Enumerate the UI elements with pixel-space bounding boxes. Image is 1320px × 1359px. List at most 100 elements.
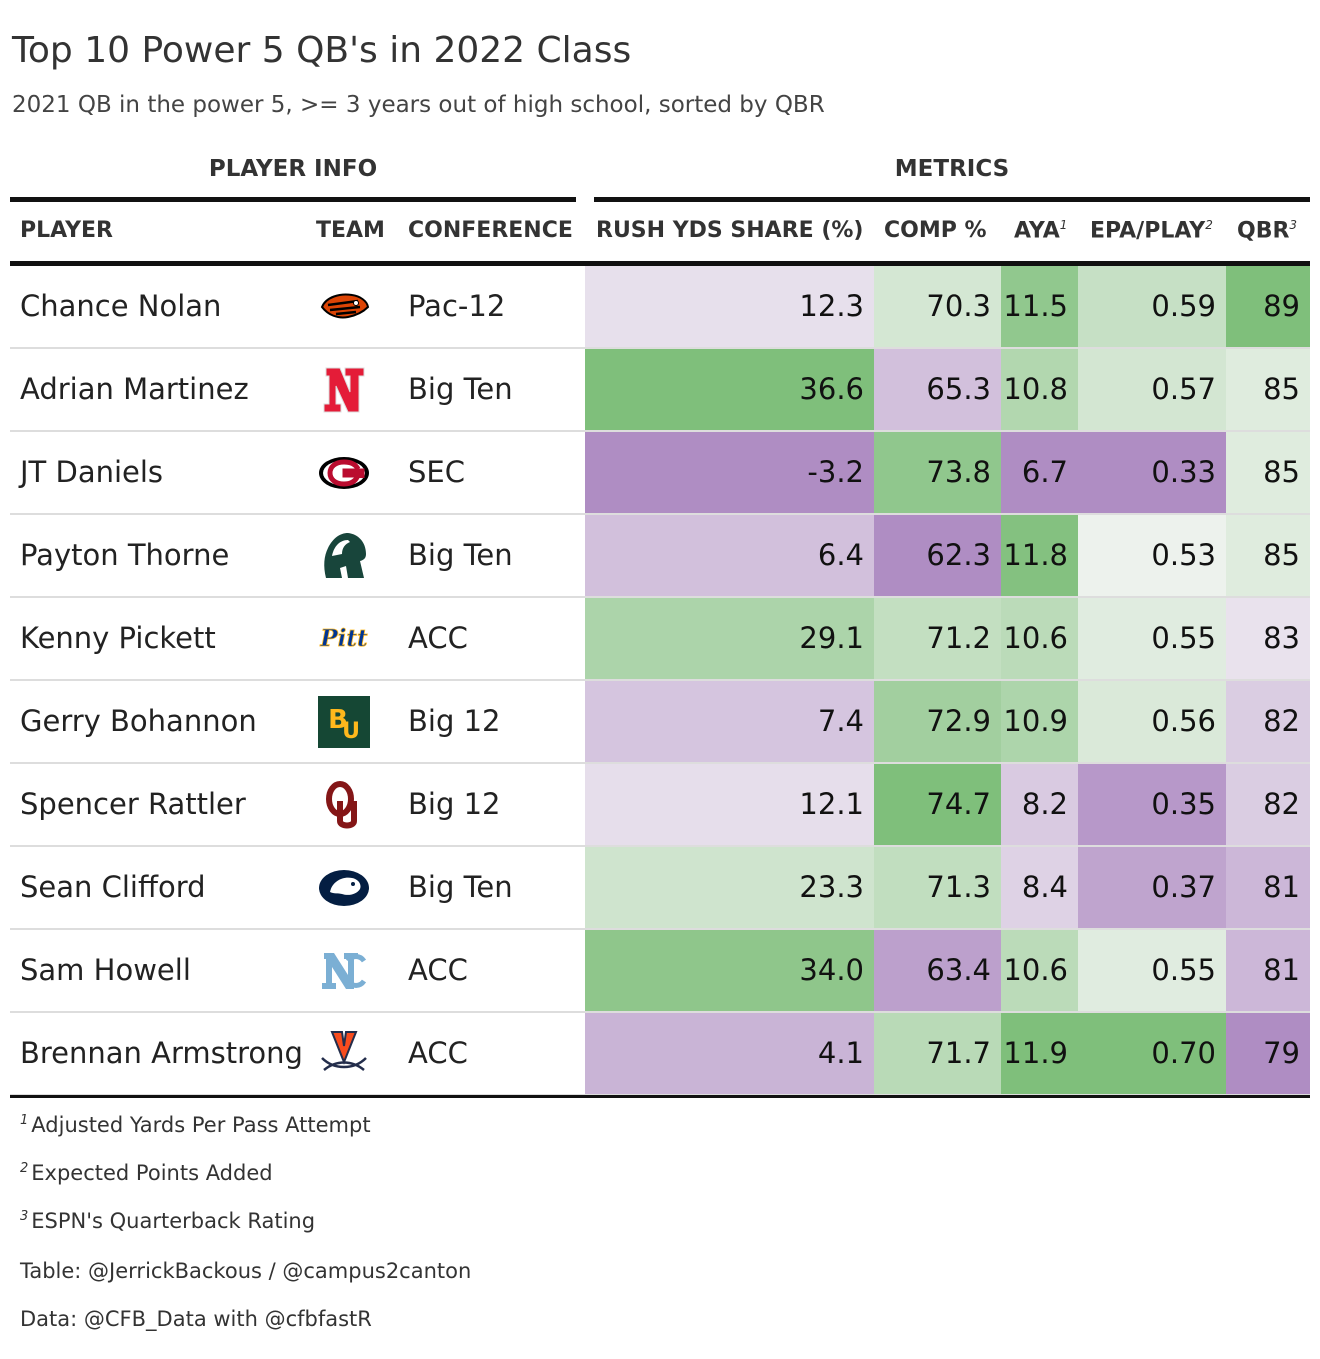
metric-aya-cell: 10.6 bbox=[1001, 930, 1078, 1011]
player-name: Payton Thorne bbox=[20, 538, 230, 572]
player-name: JT Daniels bbox=[20, 455, 164, 489]
metric-epa-cell: 0.53 bbox=[1078, 515, 1226, 596]
metric-comp-cell: 74.7 bbox=[874, 764, 1001, 845]
metric-comp-cell: 70.3 bbox=[874, 266, 1001, 347]
table-row: Kenny Pickett Pitt ACC 29.1 71.2 10.6 0.55 83 bbox=[10, 598, 1310, 681]
michigan-state-spartan-logo bbox=[318, 530, 370, 582]
metric-rush-cell: 6.4 bbox=[585, 515, 874, 596]
col-header-qbr: QBR3 bbox=[1237, 218, 1297, 243]
metric-aya-cell: 10.9 bbox=[1001, 681, 1078, 762]
epa-label: EPA/PLAY bbox=[1090, 218, 1206, 244]
aya-footnote-mark: 1 bbox=[1059, 218, 1068, 232]
conference-name: ACC bbox=[408, 953, 468, 987]
player-name: Chance Nolan bbox=[20, 289, 222, 323]
table-row: Spencer Rattler Big 12 12.1 74.7 8.2 0.35 82 bbox=[10, 764, 1310, 847]
oregon-state-beaver-logo bbox=[318, 281, 370, 333]
metric-comp-cell: 71.3 bbox=[874, 847, 1001, 928]
qbr-footnote-mark: 3 bbox=[1289, 218, 1298, 232]
metric-rush-cell: -3.2 bbox=[585, 432, 874, 513]
player-name: Sam Howell bbox=[20, 953, 191, 987]
footnote-1: 1 Adjusted Yards Per Pass Attempt bbox=[20, 1113, 371, 1137]
player-name: Spencer Rattler bbox=[20, 787, 246, 821]
player-name: Adrian Martinez bbox=[20, 372, 249, 406]
metric-rush-cell: 12.3 bbox=[585, 266, 874, 347]
footnote-3-mark: 3 bbox=[20, 1209, 29, 1224]
georgia-g-logo bbox=[318, 447, 370, 499]
metric-comp-cell: 71.7 bbox=[874, 1013, 1001, 1094]
metric-qbr-cell: 82 bbox=[1226, 681, 1310, 762]
metric-comp-cell: 71.2 bbox=[874, 598, 1001, 679]
table-title: Top 10 Power 5 QB's in 2022 Class bbox=[12, 30, 632, 71]
metric-comp-cell: 73.8 bbox=[874, 432, 1001, 513]
table-row: Gerry Bohannon B U Big 12 7.4 72.9 10.9 0.56 82 bbox=[10, 681, 1310, 764]
virginia-v-sabres-logo bbox=[318, 1028, 370, 1080]
credit-table: Table: @JerrickBackous / @campus2canton bbox=[20, 1259, 472, 1283]
footnote-2-text: Expected Points Added bbox=[31, 1161, 273, 1185]
metric-aya-cell: 10.8 bbox=[1001, 349, 1078, 430]
aya-label: AYA bbox=[1014, 218, 1060, 244]
conference-name: ACC bbox=[408, 1036, 468, 1070]
svg-text:U: U bbox=[342, 719, 360, 744]
metric-rush-cell: 4.1 bbox=[585, 1013, 874, 1094]
metric-epa-cell: 0.35 bbox=[1078, 764, 1226, 845]
footnote-3-text: ESPN's Quarterback Rating bbox=[31, 1209, 316, 1233]
footnote-1-text: Adjusted Yards Per Pass Attempt bbox=[31, 1113, 371, 1137]
oklahoma-ou-logo bbox=[318, 779, 370, 831]
metric-aya-cell: 8.4 bbox=[1001, 847, 1078, 928]
col-header-conference: CONFERENCE bbox=[408, 218, 573, 243]
metric-epa-cell: 0.55 bbox=[1078, 598, 1226, 679]
table-row: JT Daniels SEC -3.2 73.8 6.7 0.33 85 bbox=[10, 432, 1310, 515]
table-row: Adrian Martinez Big Ten 36.6 65.3 10.8 0.57 85 bbox=[10, 349, 1310, 432]
conference-name: Big Ten bbox=[408, 372, 513, 406]
col-header-team: TEAM bbox=[316, 218, 385, 243]
metric-qbr-cell: 82 bbox=[1226, 764, 1310, 845]
player-name: Kenny Pickett bbox=[20, 621, 216, 655]
conference-name: Big 12 bbox=[408, 704, 501, 738]
footnote-3: 3 ESPN's Quarterback Rating bbox=[20, 1209, 315, 1233]
metric-qbr-cell: 89 bbox=[1226, 266, 1310, 347]
table-bottom-rule bbox=[10, 1095, 1310, 1098]
metric-comp-cell: 63.4 bbox=[874, 930, 1001, 1011]
table-subtitle: 2021 QB in the power 5, >= 3 years out o… bbox=[12, 92, 825, 118]
col-header-epa: EPA/PLAY2 bbox=[1090, 218, 1213, 243]
metric-comp-cell: 62.3 bbox=[874, 515, 1001, 596]
svg-text:B: B bbox=[328, 705, 348, 735]
metric-aya-cell: 6.7 bbox=[1001, 432, 1078, 513]
conference-name: Big Ten bbox=[408, 870, 513, 904]
metric-epa-cell: 0.56 bbox=[1078, 681, 1226, 762]
spanner-rule-player-info bbox=[10, 197, 576, 202]
metric-aya-cell: 8.2 bbox=[1001, 764, 1078, 845]
table-row: Payton Thorne Big Ten 6.4 62.3 11.8 0.53 85 bbox=[10, 515, 1310, 598]
metric-rush-cell: 29.1 bbox=[585, 598, 874, 679]
conference-name: Big Ten bbox=[408, 538, 513, 572]
player-name: Brennan Armstrong bbox=[20, 1036, 303, 1070]
north-carolina-nc-logo bbox=[318, 945, 370, 997]
metric-epa-cell: 0.55 bbox=[1078, 930, 1226, 1011]
footnote-2: 2 Expected Points Added bbox=[20, 1161, 273, 1185]
metric-epa-cell: 0.57 bbox=[1078, 349, 1226, 430]
player-name: Sean Clifford bbox=[20, 870, 206, 904]
metric-qbr-cell: 85 bbox=[1226, 432, 1310, 513]
metric-qbr-cell: 81 bbox=[1226, 847, 1310, 928]
penn-state-lion-logo bbox=[318, 862, 370, 914]
qbr-label: QBR bbox=[1237, 218, 1290, 244]
conference-name: ACC bbox=[408, 621, 468, 655]
table-row: Chance Nolan Pac-12 12.3 70.3 11.5 0.59 89 bbox=[10, 266, 1310, 349]
conference-name: Pac-12 bbox=[408, 289, 506, 323]
metric-qbr-cell: 85 bbox=[1226, 515, 1310, 596]
metric-rush-cell: 36.6 bbox=[585, 349, 874, 430]
metric-aya-cell: 10.6 bbox=[1001, 598, 1078, 679]
credit-data: Data: @CFB_Data with @cfbfastR bbox=[20, 1307, 372, 1331]
footnote-2-mark: 2 bbox=[20, 1161, 29, 1176]
metric-aya-cell: 11.8 bbox=[1001, 515, 1078, 596]
col-header-comp: COMP % bbox=[884, 218, 987, 243]
metric-epa-cell: 0.33 bbox=[1078, 432, 1226, 513]
spanner-metrics: METRICS bbox=[894, 156, 1010, 182]
metric-epa-cell: 0.37 bbox=[1078, 847, 1226, 928]
metric-aya-cell: 11.5 bbox=[1001, 266, 1078, 347]
col-header-player: PLAYER bbox=[20, 218, 113, 243]
metric-aya-cell: 11.9 bbox=[1001, 1013, 1078, 1094]
metric-rush-cell: 23.3 bbox=[585, 847, 874, 928]
header-bottom-rule bbox=[10, 261, 1310, 266]
